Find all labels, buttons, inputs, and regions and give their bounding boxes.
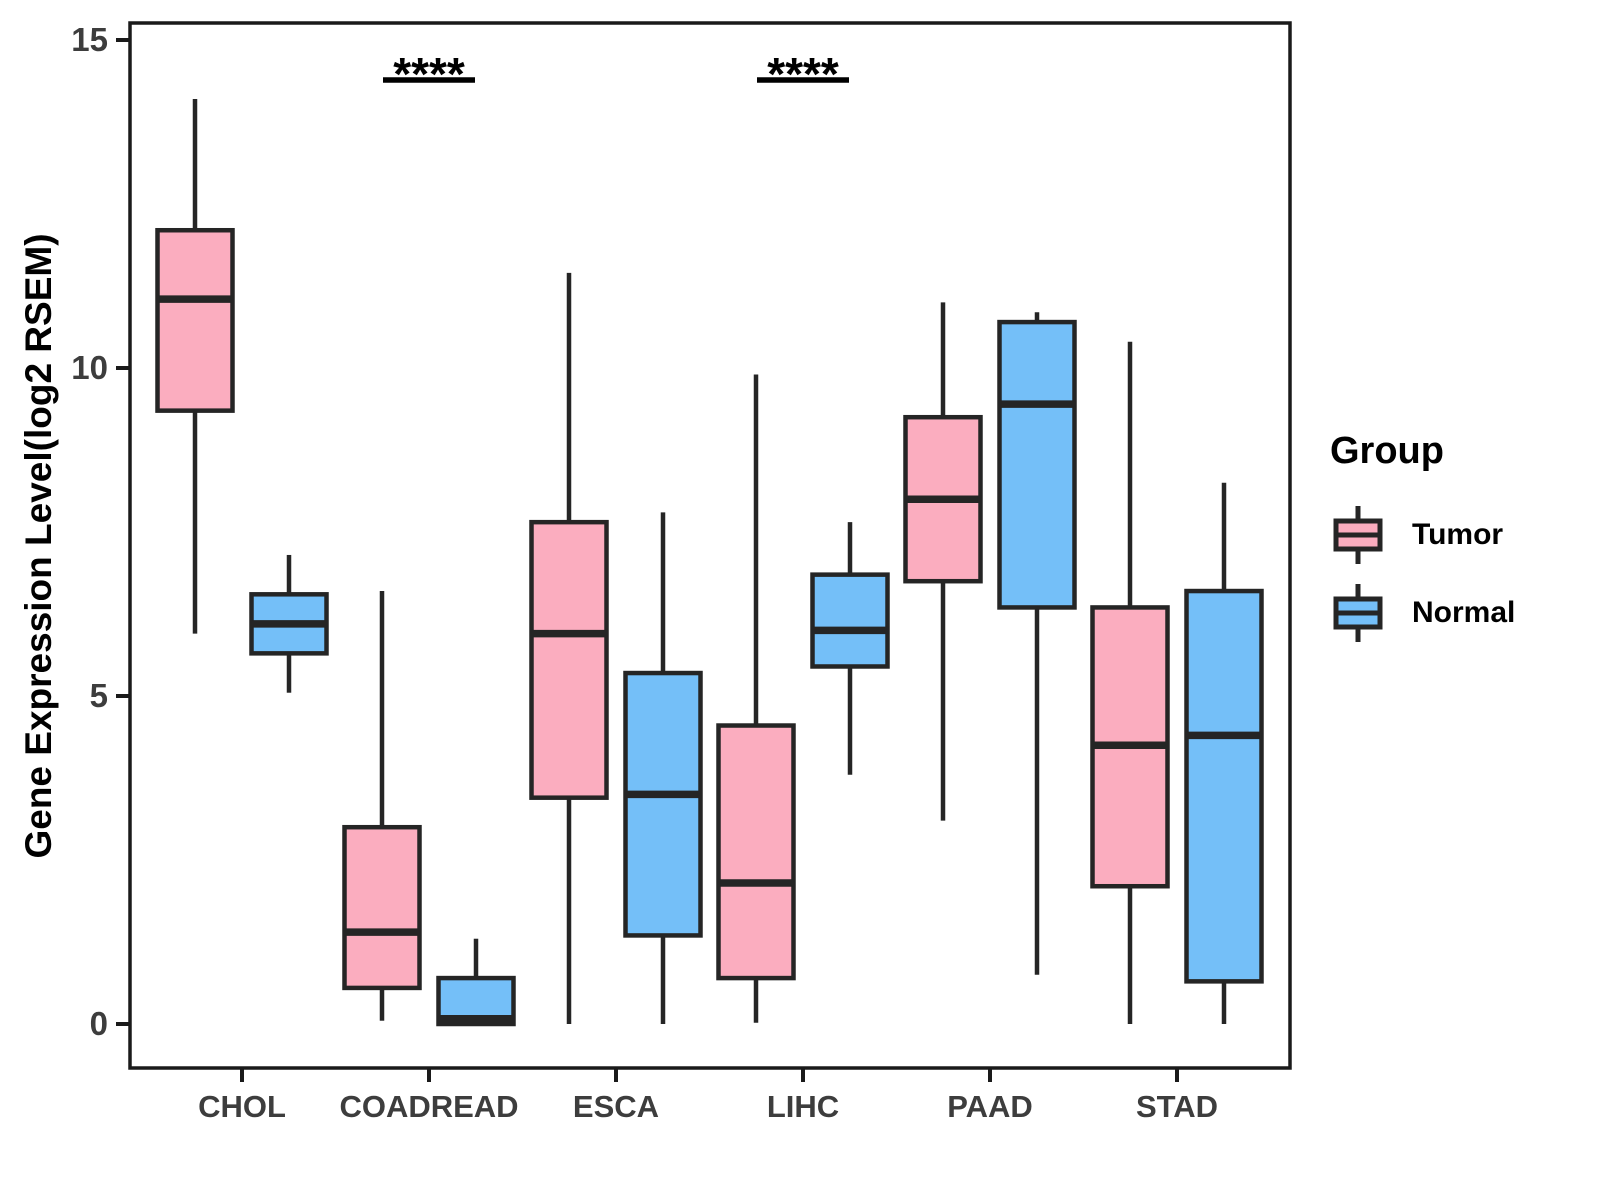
box-tumor-chol — [155, 227, 235, 413]
significance-stars-coadread: **** — [393, 48, 465, 100]
box-tumor-coadread — [342, 824, 422, 991]
x-axis-label-chol: CHOL — [198, 1089, 286, 1124]
box-tumor-lihc — [716, 723, 796, 981]
x-axis-label-esca: ESCA — [573, 1089, 659, 1124]
normal-boxplot-glyph — [1333, 584, 1383, 642]
legend-title: Group — [1330, 430, 1444, 472]
significance-stars-lihc: **** — [767, 48, 839, 100]
x-axis-label-paad: PAAD — [947, 1089, 1033, 1124]
legend-label-normal: Normal — [1412, 596, 1516, 629]
tumor-boxplot-glyph — [1333, 506, 1383, 564]
y-axis-tick-label: 15 — [71, 21, 108, 58]
y-axis-tick-label: 0 — [90, 1005, 108, 1042]
box-normal-stad — [1184, 588, 1264, 984]
x-axis-label-stad: STAD — [1136, 1089, 1218, 1124]
legend: Group Tumor Normal — [1330, 430, 1600, 659]
y-axis-title: Gene Expression Level(log2 RSEM) — [18, 233, 59, 859]
box-normal-esca — [623, 670, 703, 938]
x-axis-label-lihc: LIHC — [767, 1089, 839, 1124]
panel-border — [128, 21, 1292, 1070]
box-normal-paad — [997, 319, 1077, 610]
box-tumor-esca — [529, 519, 609, 800]
legend-label-tumor: Tumor — [1412, 518, 1504, 551]
legend-entry-tumor: Tumor — [1330, 503, 1600, 567]
legend-entry-normal: Normal — [1330, 581, 1600, 645]
box-normal-lihc — [810, 572, 890, 669]
y-axis-tick-label: 5 — [90, 677, 108, 714]
y-axis-tick-label: 10 — [71, 349, 108, 386]
x-axis-label-coadread: COADREAD — [339, 1089, 518, 1124]
